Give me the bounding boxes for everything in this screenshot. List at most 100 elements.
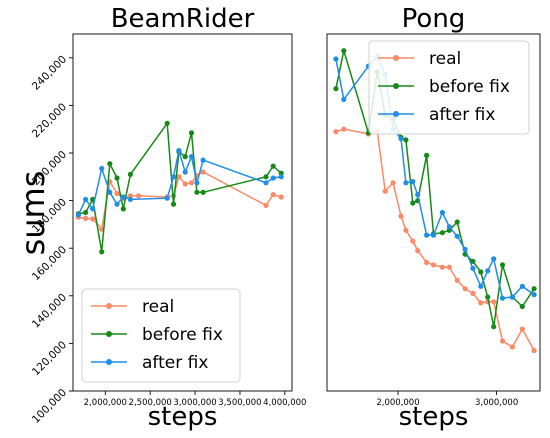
legend-swatch-marker [393, 83, 399, 89]
legend-swatch-marker [393, 55, 399, 61]
legend-swatch-marker [106, 331, 112, 337]
data-point [333, 129, 339, 135]
data-point [164, 195, 170, 201]
data-point [333, 86, 339, 92]
data-point [170, 174, 177, 180]
data-point [478, 300, 484, 306]
data-point [200, 169, 206, 175]
series-line-1 [78, 121, 282, 252]
data-point [194, 189, 200, 195]
data-point [83, 215, 89, 221]
data-point [462, 286, 468, 292]
data-point [107, 189, 113, 195]
shared-y-axis-label: sums [14, 171, 52, 256]
data-point [83, 209, 89, 216]
data-point [135, 193, 142, 199]
data-point [127, 171, 133, 177]
data-point [478, 269, 484, 275]
data-point [114, 190, 120, 197]
data-point [75, 212, 81, 218]
legend-swatch-marker [393, 111, 399, 117]
data-point [424, 259, 430, 266]
data-point [403, 180, 409, 186]
data-point [127, 196, 133, 202]
chart-title: BeamRider [111, 4, 255, 34]
data-point [462, 246, 468, 252]
data-point [194, 180, 200, 186]
data-point [120, 206, 126, 212]
x-tick-label: 4,000,000 [263, 398, 306, 408]
data-point [83, 196, 89, 202]
data-point [410, 179, 416, 185]
data-point [491, 256, 497, 262]
data-point [270, 175, 276, 181]
data-point [120, 194, 126, 200]
data-point [270, 192, 276, 198]
data-point [182, 169, 188, 175]
data-point [415, 192, 421, 198]
data-point [446, 224, 452, 230]
plot-frame [72, 33, 293, 392]
legend-label: after fix [429, 105, 495, 125]
data-point [439, 230, 445, 236]
data-point [278, 170, 284, 176]
data-point [341, 96, 347, 102]
data-point [519, 303, 525, 310]
data-point [491, 299, 497, 305]
data-point [99, 165, 105, 172]
data-point [164, 120, 170, 126]
data-point [499, 338, 506, 344]
data-point [398, 213, 404, 219]
data-point [410, 200, 416, 206]
x-tick-label: 2,000,000 [84, 398, 127, 408]
x-tick-label: 2,000,000 [376, 398, 419, 408]
data-point [182, 154, 188, 160]
data-point [478, 283, 484, 289]
data-point [410, 238, 416, 244]
data-point [531, 292, 537, 298]
data-point [519, 326, 525, 332]
data-point [509, 294, 515, 300]
data-point [176, 174, 182, 180]
data-point [263, 180, 269, 186]
series-line-2 [77, 150, 282, 216]
chart-beamrider: BeamRider 2,000,000 2,500,000 3,000,000 3,50… [30, 4, 307, 432]
y-tick-label: 100,000 [30, 387, 69, 426]
data-point [398, 136, 404, 142]
data-point [182, 181, 188, 187]
data-point [424, 152, 430, 158]
data-point [403, 227, 409, 233]
data-point [499, 295, 506, 301]
data-point [424, 232, 430, 238]
data-point [176, 148, 182, 154]
data-point [341, 48, 347, 54]
legend-swatch-marker [106, 303, 112, 309]
y-tick-label: 220,000 [30, 101, 69, 140]
data-point [270, 163, 276, 169]
data-point [90, 206, 96, 212]
data-point [485, 294, 491, 300]
data-point [430, 262, 437, 268]
data-point [200, 157, 206, 163]
data-point [470, 265, 476, 271]
legend-box [81, 288, 241, 383]
x-tick-label: 3,000,000 [173, 398, 216, 408]
data-point [99, 249, 105, 255]
data-point [188, 180, 195, 186]
x-tick-label: 3,000,000 [475, 398, 518, 408]
data-point [170, 201, 177, 207]
legend-label: real [142, 297, 174, 317]
data-point [263, 202, 269, 208]
legend-label: before fix [142, 325, 223, 345]
data-point [278, 174, 284, 180]
x-tick-label: 3,500,000 [218, 398, 261, 408]
legend-swatch-marker [106, 359, 112, 365]
data-point [90, 216, 96, 222]
data-point [439, 209, 445, 216]
data-point [470, 290, 476, 296]
y-tick-label: 120,000 [30, 339, 69, 378]
plot-frame [326, 33, 541, 392]
data-point [403, 137, 409, 143]
data-point [491, 324, 497, 330]
data-point [454, 233, 460, 239]
